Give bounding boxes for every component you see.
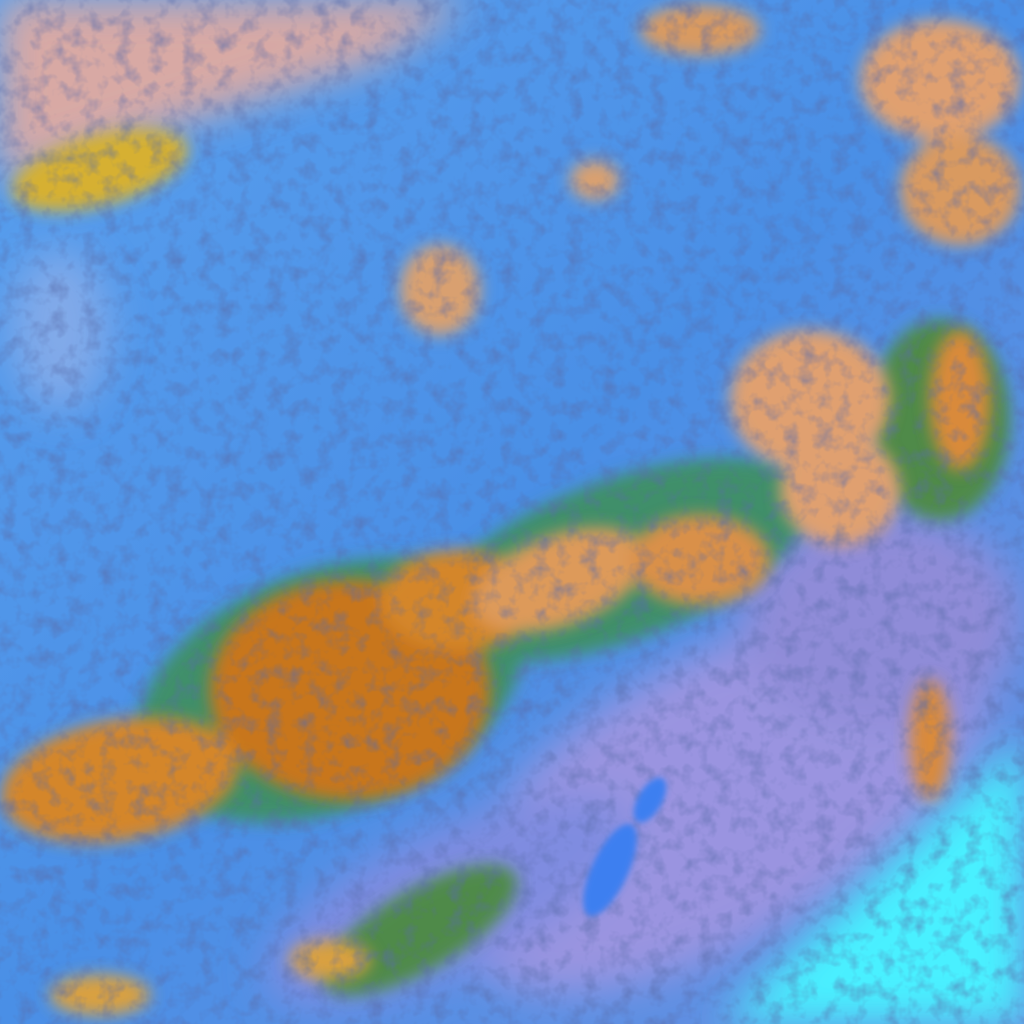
lake-features xyxy=(583,777,667,916)
